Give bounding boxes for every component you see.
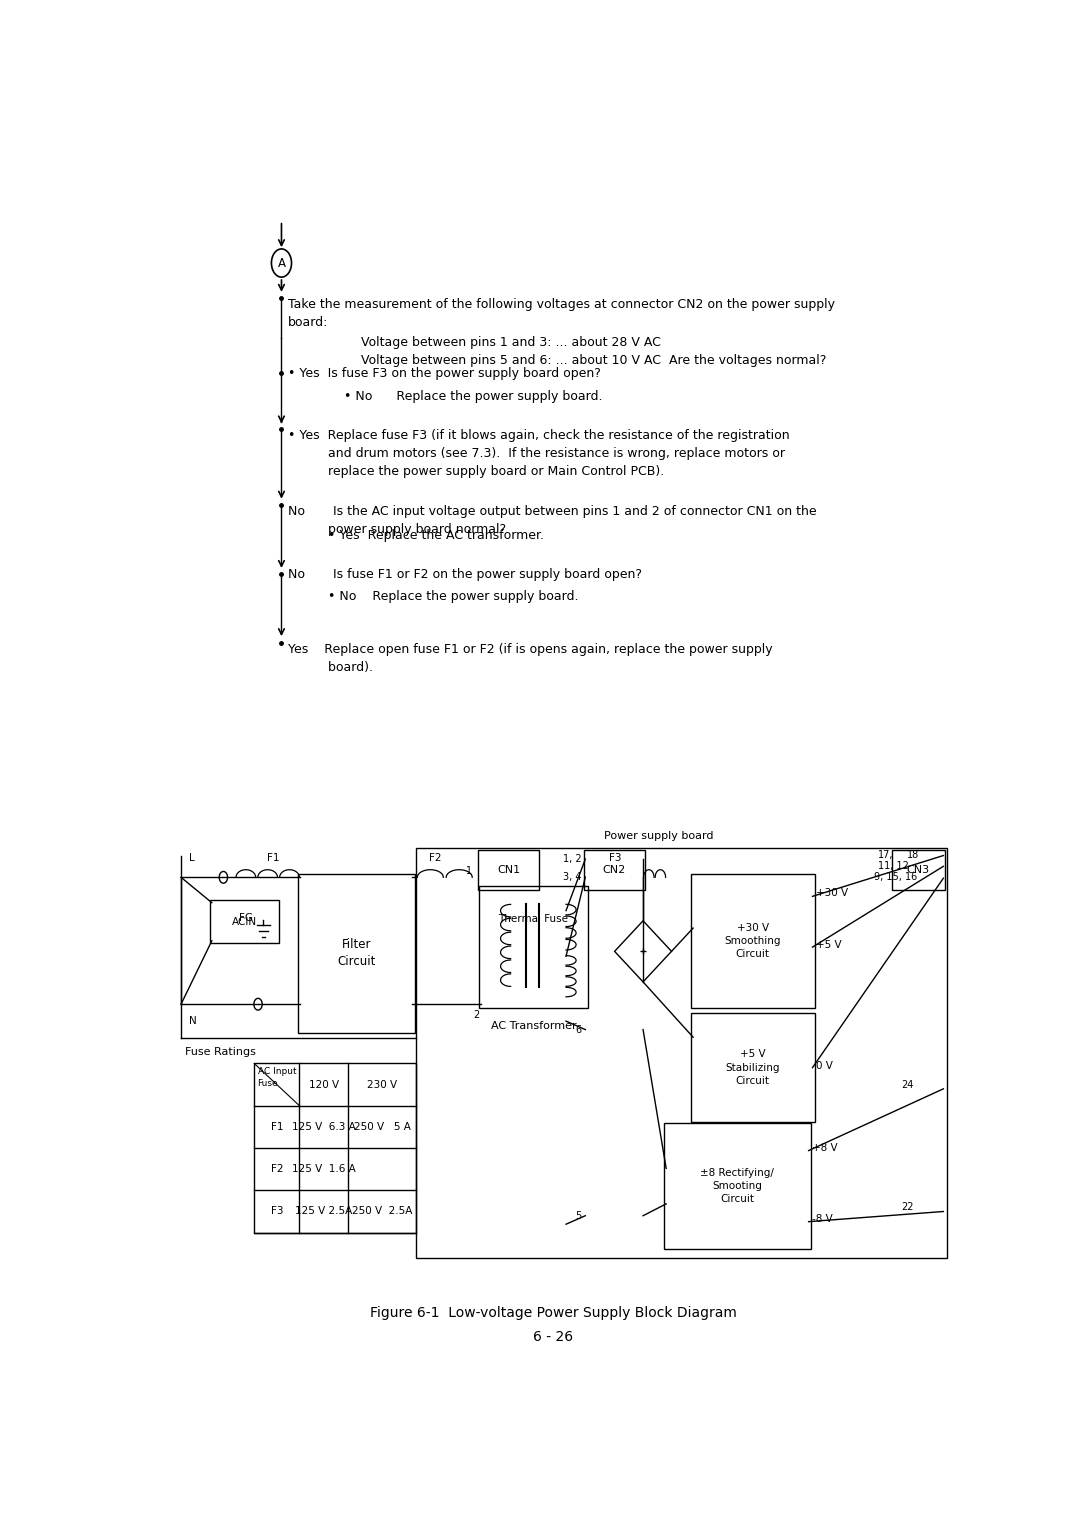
- Text: Yes    Replace open fuse F1 or F2 (if is opens again, replace the power supply
 : Yes Replace open fuse F1 or F2 (if is op…: [288, 642, 773, 673]
- Text: 120 V: 120 V: [309, 1079, 339, 1090]
- Text: F3: F3: [609, 853, 622, 864]
- Text: 6 - 26: 6 - 26: [534, 1331, 573, 1344]
- Text: Figure 6-1  Low-voltage Power Supply Block Diagram: Figure 6-1 Low-voltage Power Supply Bloc…: [370, 1306, 737, 1320]
- Text: Thermal Fuse: Thermal Fuse: [498, 914, 568, 923]
- Text: 250 V   5 A: 250 V 5 A: [353, 1122, 410, 1132]
- Text: 18: 18: [907, 850, 919, 859]
- Text: -8 V: -8 V: [812, 1215, 833, 1224]
- Text: Filter
Circuit: Filter Circuit: [337, 938, 376, 969]
- Text: • No      Replace the power supply board.: • No Replace the power supply board.: [345, 391, 603, 403]
- Text: ACIN: ACIN: [232, 917, 257, 926]
- Text: 250 V  2.5A: 250 V 2.5A: [352, 1207, 413, 1216]
- Text: • Yes  Is fuse F3 on the power supply board open?: • Yes Is fuse F3 on the power supply boa…: [288, 366, 602, 380]
- Text: AC Transformer: AC Transformer: [490, 1021, 576, 1032]
- Text: F2: F2: [429, 853, 442, 864]
- Text: F2: F2: [271, 1164, 283, 1173]
- Text: F1: F1: [271, 1122, 283, 1132]
- Text: 125 V 2.5A: 125 V 2.5A: [295, 1207, 352, 1216]
- Text: Fuse Ratings: Fuse Ratings: [185, 1047, 256, 1056]
- Text: 3, 4: 3, 4: [563, 873, 581, 882]
- Text: 0 V: 0 V: [816, 1061, 833, 1071]
- Text: +8 V: +8 V: [812, 1143, 838, 1154]
- Text: • No    Replace the power supply board.: • No Replace the power supply board.: [327, 591, 578, 603]
- Text: F3: F3: [271, 1207, 283, 1216]
- Text: • Yes  Replace fuse F3 (if it blows again, check the resistance of the registrat: • Yes Replace fuse F3 (if it blows again…: [288, 429, 789, 478]
- Text: Power supply board: Power supply board: [604, 832, 713, 841]
- Text: 22: 22: [901, 1202, 914, 1212]
- Text: No       Is fuse F1 or F2 on the power supply board open?: No Is fuse F1 or F2 on the power supply …: [288, 568, 643, 581]
- Text: 230 V: 230 V: [367, 1079, 397, 1090]
- Text: 125 V  1.6 A: 125 V 1.6 A: [292, 1164, 355, 1173]
- Text: 17,: 17,: [878, 850, 893, 859]
- Text: AC Input: AC Input: [257, 1067, 296, 1076]
- Text: Voltage between pins 1 and 3: ... about 28 V AC
Voltage between pins 5 and 6: ..: Voltage between pins 1 and 3: ... about …: [361, 336, 826, 366]
- Text: +30 V: +30 V: [816, 888, 849, 897]
- Text: 9, 15, 16: 9, 15, 16: [874, 873, 917, 882]
- Text: CN1: CN1: [497, 865, 521, 874]
- Text: +30 V
Smoothing
Circuit: +30 V Smoothing Circuit: [725, 923, 781, 958]
- Text: 1: 1: [465, 865, 472, 876]
- Text: CN3: CN3: [907, 865, 930, 874]
- Text: ±8 Rectifying/
Smooting
Circuit: ±8 Rectifying/ Smooting Circuit: [701, 1167, 774, 1204]
- Text: 5: 5: [576, 1210, 581, 1221]
- Text: CN2: CN2: [603, 865, 625, 874]
- Text: F1: F1: [267, 853, 280, 864]
- Text: 24: 24: [901, 1079, 914, 1090]
- Text: N: N: [189, 1016, 197, 1025]
- Text: 2: 2: [473, 1010, 480, 1019]
- Text: A: A: [278, 256, 285, 270]
- Text: 11, 12: 11, 12: [878, 861, 908, 871]
- Text: 125 V  6.3 A: 125 V 6.3 A: [292, 1122, 355, 1132]
- Text: FG: FG: [239, 913, 253, 923]
- Text: Take the measurement of the following voltages at connector CN2 on the power sup: Take the measurement of the following vo…: [288, 298, 835, 330]
- Text: Fuse: Fuse: [257, 1079, 279, 1088]
- Text: 1, 2: 1, 2: [563, 855, 581, 864]
- Text: • Yes  Replace the AC transformer.: • Yes Replace the AC transformer.: [327, 530, 543, 542]
- Text: No       Is the AC input voltage output between pins 1 and 2 of connector CN1 on: No Is the AC input voltage output betwee…: [288, 505, 816, 536]
- Text: +5 V
Stabilizing
Circuit: +5 V Stabilizing Circuit: [726, 1050, 780, 1087]
- Text: 6: 6: [576, 1024, 581, 1035]
- Text: +5 V: +5 V: [816, 940, 842, 949]
- Text: L: L: [189, 853, 194, 864]
